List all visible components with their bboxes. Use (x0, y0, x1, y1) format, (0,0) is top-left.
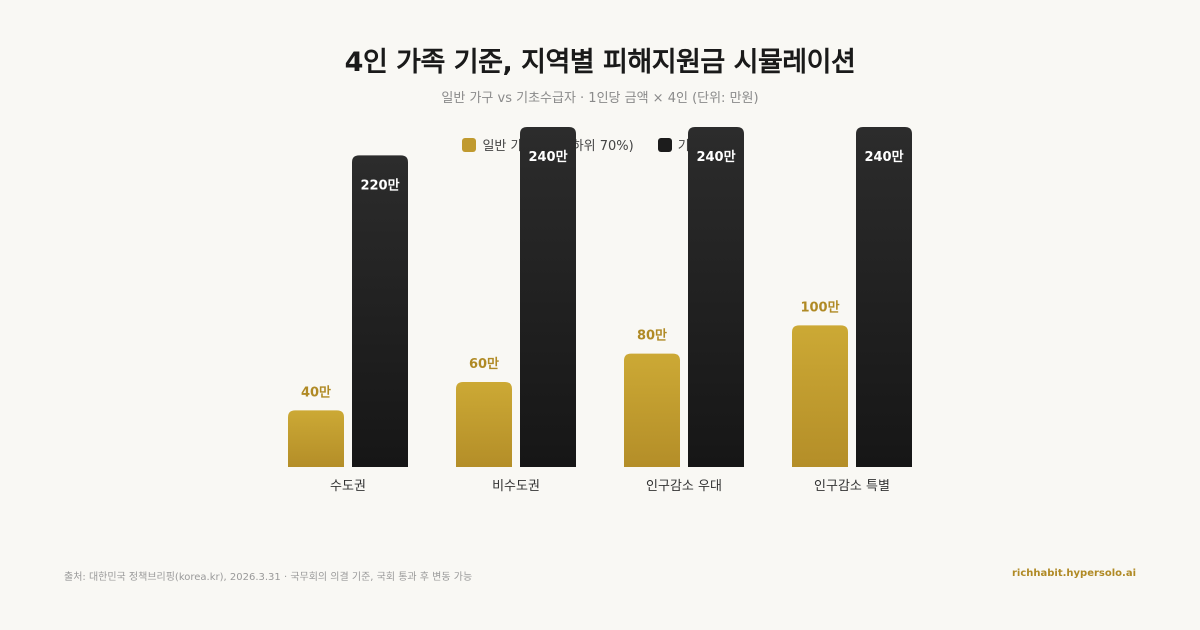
legend-swatch-general (462, 137, 477, 152)
bar-basic (520, 127, 576, 467)
data-label-general: 100만 (800, 299, 839, 315)
bar-basic (352, 155, 408, 468)
bar-basic (688, 127, 744, 467)
data-label-basic: 240만 (528, 149, 567, 165)
bar-general (624, 353, 680, 467)
category-label: 인구감소 우대 (646, 479, 722, 494)
bar-basic (856, 127, 912, 467)
source-note: 출처: 대한민국 정책브리핑(korea.kr), 2026.3.31 · 국무… (64, 572, 473, 583)
bar-general (288, 410, 344, 467)
data-label-general: 40만 (301, 384, 331, 400)
data-label-basic: 240만 (864, 149, 903, 165)
site-link[interactable]: richhabit.hypersolo.ai (1011, 568, 1136, 579)
data-label-basic: 240만 (696, 149, 735, 165)
chart-subtitle: 일반 가구 vs 기초수급자 · 1인당 금액 × 4인 (단위: 만원) (441, 91, 759, 106)
category-label: 비수도권 (492, 479, 540, 494)
data-label-general: 80만 (637, 328, 667, 344)
category-label: 인구감소 특별 (814, 479, 890, 494)
legend-swatch-basic (657, 137, 672, 152)
data-label-general: 60만 (469, 356, 499, 372)
category-label: 수도권 (330, 479, 366, 494)
bar-general (792, 325, 848, 467)
data-label-basic: 220만 (360, 177, 399, 193)
chart-title: 4인 가족 기준, 지역별 피해지원금 시뮬레이션 (344, 47, 856, 78)
bar-general (456, 382, 512, 467)
